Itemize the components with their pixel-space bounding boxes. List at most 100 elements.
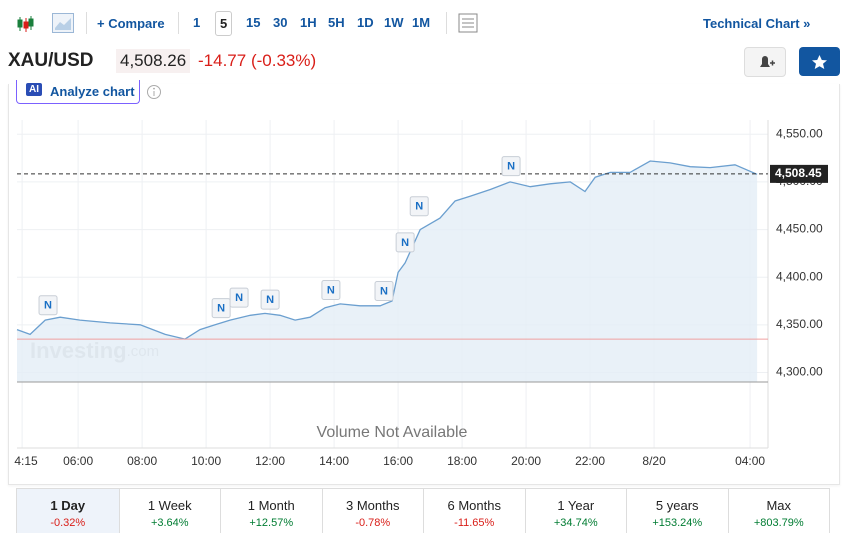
period-change: +3.64% [150, 517, 189, 529]
y-tick-label: 4,550.00 [776, 126, 823, 140]
period-label: 1 Year [557, 498, 595, 513]
period-label: 3 Months [346, 498, 400, 513]
news-marker [38, 295, 58, 316]
news-label: N [401, 237, 409, 249]
period-tab[interactable]: 3 Months -0.78% [321, 489, 424, 533]
news-marker [501, 156, 521, 177]
x-tick-label: 08:00 [127, 454, 157, 468]
x-tick-label: 06:00 [63, 454, 93, 468]
period-label: 5 years [655, 498, 699, 513]
news-label: N [217, 303, 225, 315]
period-change: -11.65% [454, 517, 495, 529]
compare-label: Compare [108, 16, 165, 31]
symbol: XAU/USD [8, 50, 94, 71]
watchlist-button[interactable] [799, 47, 840, 76]
period-change: -0.78% [355, 517, 391, 529]
divider [446, 12, 447, 34]
period-change: +803.79% [753, 517, 804, 529]
period-change: -0.32% [50, 517, 86, 529]
analyze-label: Analyze chart [50, 84, 135, 99]
compare-button[interactable]: + Compare [97, 16, 165, 31]
layout-icon[interactable] [458, 13, 478, 33]
y-tick-label: 4,450.00 [776, 222, 823, 236]
period-label: 1 Week [147, 498, 192, 513]
x-tick-label: 8/20 [642, 454, 666, 468]
last-price-box [770, 164, 828, 183]
period-label: Max [766, 498, 792, 513]
price: 4,508.26 [116, 49, 191, 73]
x-tick-label: 4:15 [14, 454, 38, 468]
change-pct: (-0.33%) [250, 51, 317, 70]
alert-button[interactable] [744, 47, 786, 77]
period-label: 1 Month [247, 498, 295, 513]
x-tick-label: 14:00 [319, 454, 349, 468]
period-change: +12.57% [249, 517, 294, 529]
x-tick-label: 18:00 [447, 454, 477, 468]
period-tab[interactable]: 1 Day -0.32% [17, 489, 119, 533]
news-marker [211, 298, 231, 319]
chart: 4,300.004,350.004,400.004,450.004,500.00… [14, 120, 828, 468]
info-icon[interactable] [146, 84, 162, 100]
period-label: 1 Day [50, 498, 86, 513]
price-line [16, 160, 758, 340]
period-tab[interactable]: 6 Months -11.65% [423, 489, 525, 533]
news-marker [321, 280, 341, 301]
news-label: N [415, 201, 423, 213]
y-tick-label: 4,400.00 [776, 269, 823, 283]
interval-button[interactable]: 15 [246, 15, 261, 30]
toolbar: + Compare 1 5 15 30 1H 5H 1D 1W 1M Technical Cha… [0, 8, 847, 40]
ai-badge: AI [26, 83, 42, 96]
news-marker [395, 232, 415, 253]
x-tick-label: 12:00 [255, 454, 285, 468]
interval-button[interactable]: 1H [300, 15, 317, 30]
analyze-button[interactable]: AI Analyze chart [16, 80, 140, 104]
last-price-label: 4,508.45 [775, 166, 822, 180]
period-tab[interactable]: 1 Month +12.57% [220, 489, 322, 533]
interval-button[interactable]: 30 [273, 15, 288, 30]
news-marker [374, 280, 394, 301]
period-tab[interactable]: Max +803.79% [727, 489, 830, 533]
period-tab[interactable]: 1 Year +34.74% [524, 489, 627, 533]
news-label: N [266, 294, 274, 306]
period-change: +153.24% [652, 517, 703, 529]
interval-button[interactable]: 1M [412, 15, 431, 30]
period-tabs: 1 Day -0.32% 1 Week +3.64% 1 Month +12.57% 3 M… [16, 488, 830, 533]
period-label: 6 Months [447, 498, 501, 513]
interval-button[interactable]: 1W [384, 15, 404, 30]
news-label: N [507, 161, 515, 173]
interval-button[interactable]: 5 [215, 11, 233, 36]
change-abs: -14.77 [198, 51, 247, 70]
change: -14.77 (-0.33%) [198, 51, 316, 71]
chart-frame [8, 84, 840, 485]
news-label: N [380, 285, 388, 297]
x-tick-label: 16:00 [383, 454, 413, 468]
divider [86, 12, 87, 34]
news-label: N [44, 300, 52, 312]
period-change: +34.74% [553, 517, 598, 529]
period-tab[interactable]: 1 Week +3.64% [118, 489, 221, 533]
news-marker [409, 196, 429, 217]
area-icon[interactable] [52, 13, 74, 33]
star-icon [812, 55, 827, 69]
x-tick-label: 22:00 [575, 454, 605, 468]
x-tick-label: 20:00 [511, 454, 541, 468]
candle-icon[interactable] [16, 14, 36, 34]
news-marker [260, 289, 280, 310]
bell-icon [760, 56, 775, 67]
divider [178, 12, 179, 34]
y-tick-label: 4,300.00 [776, 365, 823, 379]
x-tick-label: 04:00 [735, 454, 765, 468]
news-marker [229, 287, 249, 308]
technical-chart-link[interactable]: Technical Chart » [703, 16, 811, 31]
news-label: N [327, 284, 335, 296]
area-fill [17, 161, 758, 382]
volume-note: Volume Not Available [317, 424, 468, 441]
x-tick-label: 10:00 [191, 454, 221, 468]
interval-button[interactable]: 5H [328, 15, 345, 30]
period-tab[interactable]: 5 years +153.24% [626, 489, 728, 533]
y-tick-label: 4,350.00 [776, 317, 823, 331]
interval-button[interactable]: 1D [357, 15, 374, 30]
news-label: N [235, 292, 243, 304]
interval-button[interactable]: 1 [193, 15, 201, 30]
